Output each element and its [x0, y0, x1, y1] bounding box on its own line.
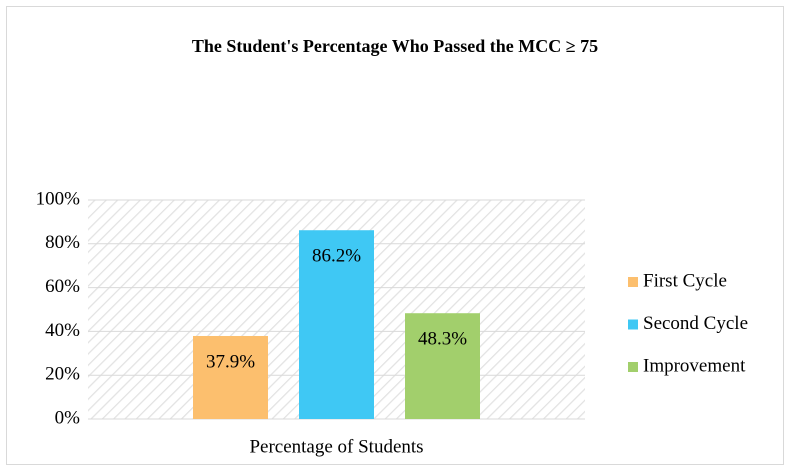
legend-label: Second Cycle [643, 313, 748, 334]
y-tick-label: 80% [45, 232, 80, 253]
y-tick-label: 60% [45, 276, 80, 297]
legend-swatch [628, 362, 638, 372]
y-tick-label: 100% [36, 188, 81, 209]
bar [193, 335, 268, 419]
legend-label: First Cycle [643, 270, 727, 291]
y-tick-label: 40% [45, 320, 80, 341]
bar [299, 230, 374, 419]
legend-label: Improvement [643, 355, 746, 376]
legend-swatch [628, 277, 638, 287]
data-label: 37.9% [206, 351, 255, 372]
data-label: 48.3% [418, 329, 467, 350]
y-tick-label: 20% [45, 364, 80, 385]
y-tick-label: 0% [55, 407, 81, 428]
chart-title: The Student's Percentage Who Passed the … [192, 36, 598, 56]
data-label: 86.2% [312, 246, 361, 267]
legend-swatch [628, 319, 638, 330]
bar [405, 313, 480, 419]
x-tick-label: Percentage of Students [249, 436, 423, 457]
